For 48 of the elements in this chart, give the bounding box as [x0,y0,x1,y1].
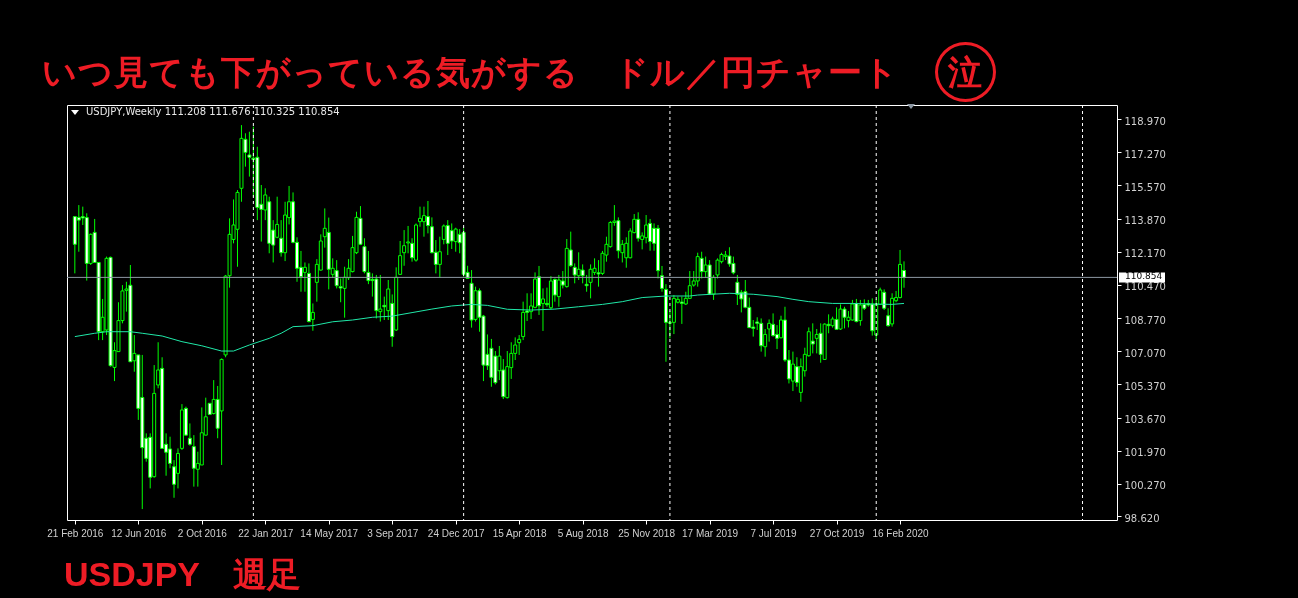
chart-title: いつ見ても下がっている気がする ドル／円チャート 泣 [42,53,983,91]
candlestick [838,303,843,331]
x-tick-label: 7 Jul 2019 [750,527,798,539]
y-tick-label: 113.870 [1124,215,1166,227]
candlestick [76,204,81,253]
y-tick-label: 108.770 [1124,314,1166,326]
candlestick [437,236,442,279]
candlestick [818,322,823,364]
x-tick-label: 12 Jun 2016 [111,527,167,539]
x-tick-label: 14 May 2017 [300,527,359,539]
y-tick-label: 110.470 [1124,281,1166,293]
x-tick-label: 22 Jan 2017 [238,527,294,539]
candlestick [449,222,454,250]
x-tick-label: 21 Feb 2016 [47,527,104,539]
x-tick-label: 16 Feb 2020 [872,527,930,539]
x-tick-label: 15 Apr 2018 [492,527,548,539]
y-tick-label: 103.670 [1124,414,1166,426]
candlestick [636,211,641,243]
y-tick-label: 98.620 [1124,512,1160,524]
candlestick [671,294,676,335]
x-tick-label: 27 Oct 2019 [809,527,865,539]
candlestick [378,274,383,323]
y-tick-label: 100.270 [1124,480,1166,492]
y-tick-label: 112.170 [1124,248,1166,260]
candlestick [441,223,446,245]
candlestick [759,317,764,353]
ref-line-label: 110.854 [1125,271,1163,282]
y-tick-label: 107.070 [1124,347,1166,359]
candlestick [445,219,450,256]
candlestick [810,322,815,354]
candlestick [191,434,196,488]
y-tick-label: 115.570 [1124,181,1166,193]
x-tick-label: 24 Dec 2017 [427,527,485,539]
text: USDJPY 週足 [64,554,302,594]
candlestick [790,351,795,392]
x-tick-label: 2 Oct 2016 [177,527,228,539]
y-tick-label: 105.370 [1124,380,1166,392]
x-tick-label: 25 Nov 2018 [618,527,676,539]
candlestick [814,328,819,354]
x-tick-label: 3 Sep 2017 [367,527,419,539]
y-tick-label: 118.970 [1124,115,1166,127]
y-tick-label: 117.270 [1124,148,1166,160]
candlestick [648,218,653,252]
candlestick [556,274,561,308]
annotation: USDJPY,Weekly 111.208 111.676 110.325 110.854 [86,106,340,117]
x-tick-label: 5 Aug 2018 [557,527,609,539]
x-tick-label: 17 Mar 2019 [682,527,739,539]
y-tick-label: 101.970 [1124,447,1166,459]
